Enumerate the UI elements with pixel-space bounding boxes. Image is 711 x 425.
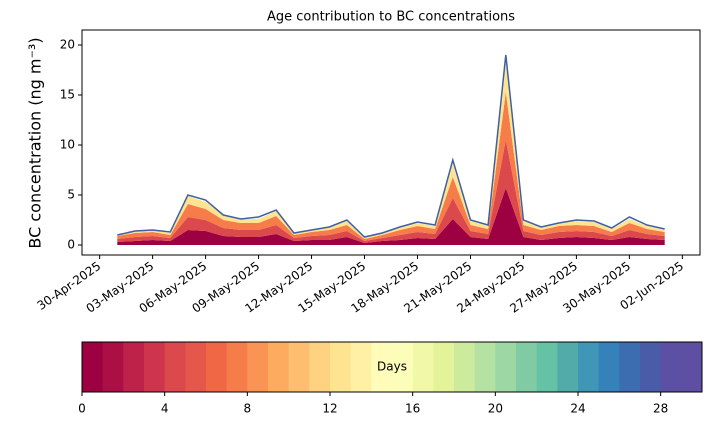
colorbar-segment xyxy=(288,342,310,392)
colorbar-segment xyxy=(454,342,476,392)
colorbar-segment xyxy=(309,342,331,392)
y-tick-label: 20 xyxy=(60,38,75,52)
y-tick-label: 5 xyxy=(67,188,75,202)
chart-title: Age contribution to BC concentrations xyxy=(267,10,515,25)
total-line xyxy=(117,54,665,238)
colorbar-frame xyxy=(81,341,703,393)
colorbar-segment xyxy=(495,342,517,392)
colorbar-tick-label: 12 xyxy=(322,402,337,416)
colorbar-segment xyxy=(557,342,579,392)
colorbar-tick-label: 20 xyxy=(488,402,503,416)
colorbar-segment xyxy=(123,342,145,392)
colorbar-segment xyxy=(660,342,682,392)
y-tick-label: 0 xyxy=(67,238,75,252)
colorbar-segment xyxy=(598,342,620,392)
y-tick-label: 10 xyxy=(60,138,75,152)
colorbar-segment xyxy=(164,342,186,392)
colorbar-segment xyxy=(433,342,455,392)
colorbar-segment xyxy=(474,342,496,392)
colorbar-segment xyxy=(578,342,600,392)
colorbar-segment xyxy=(268,342,290,392)
colorbar-segment xyxy=(619,342,641,392)
colorbar-segment xyxy=(206,342,228,392)
colorbar-segment xyxy=(82,342,104,392)
colorbar-segment xyxy=(640,342,662,392)
colorbar-segment xyxy=(330,342,352,392)
colorbar-segment xyxy=(185,342,207,392)
colorbar-segment xyxy=(144,342,166,392)
colorbar-segment xyxy=(371,342,393,392)
colorbar-segment xyxy=(412,342,434,392)
colorbar: Days 0 4 8 12 16 20 24 28 xyxy=(78,341,703,416)
colorbar-tick-label: 8 xyxy=(244,402,252,416)
colorbar-segment xyxy=(536,342,558,392)
colorbar-segment xyxy=(516,342,538,392)
colorbar-segment xyxy=(247,342,269,392)
area-layer xyxy=(117,92,665,241)
plot-area xyxy=(117,54,665,245)
y-axis-label: BC concentration (ng m⁻³) xyxy=(26,37,45,248)
colorbar-segment xyxy=(226,342,248,392)
colorbar-tick-label: 28 xyxy=(653,402,668,416)
colorbar-tick-label: 0 xyxy=(78,402,86,416)
colorbar-segment xyxy=(102,342,124,392)
colorbar-segment xyxy=(681,342,703,392)
plot-frame xyxy=(81,29,701,256)
colorbar-label: Days xyxy=(377,360,407,374)
colorbar-tick-label: 24 xyxy=(570,402,585,416)
colorbar-segment xyxy=(350,342,372,392)
colorbar-tick-label: 16 xyxy=(405,402,420,416)
y-tick-label: 15 xyxy=(60,88,75,102)
colorbar-segment xyxy=(392,342,414,392)
colorbar-tick-label: 4 xyxy=(161,402,169,416)
